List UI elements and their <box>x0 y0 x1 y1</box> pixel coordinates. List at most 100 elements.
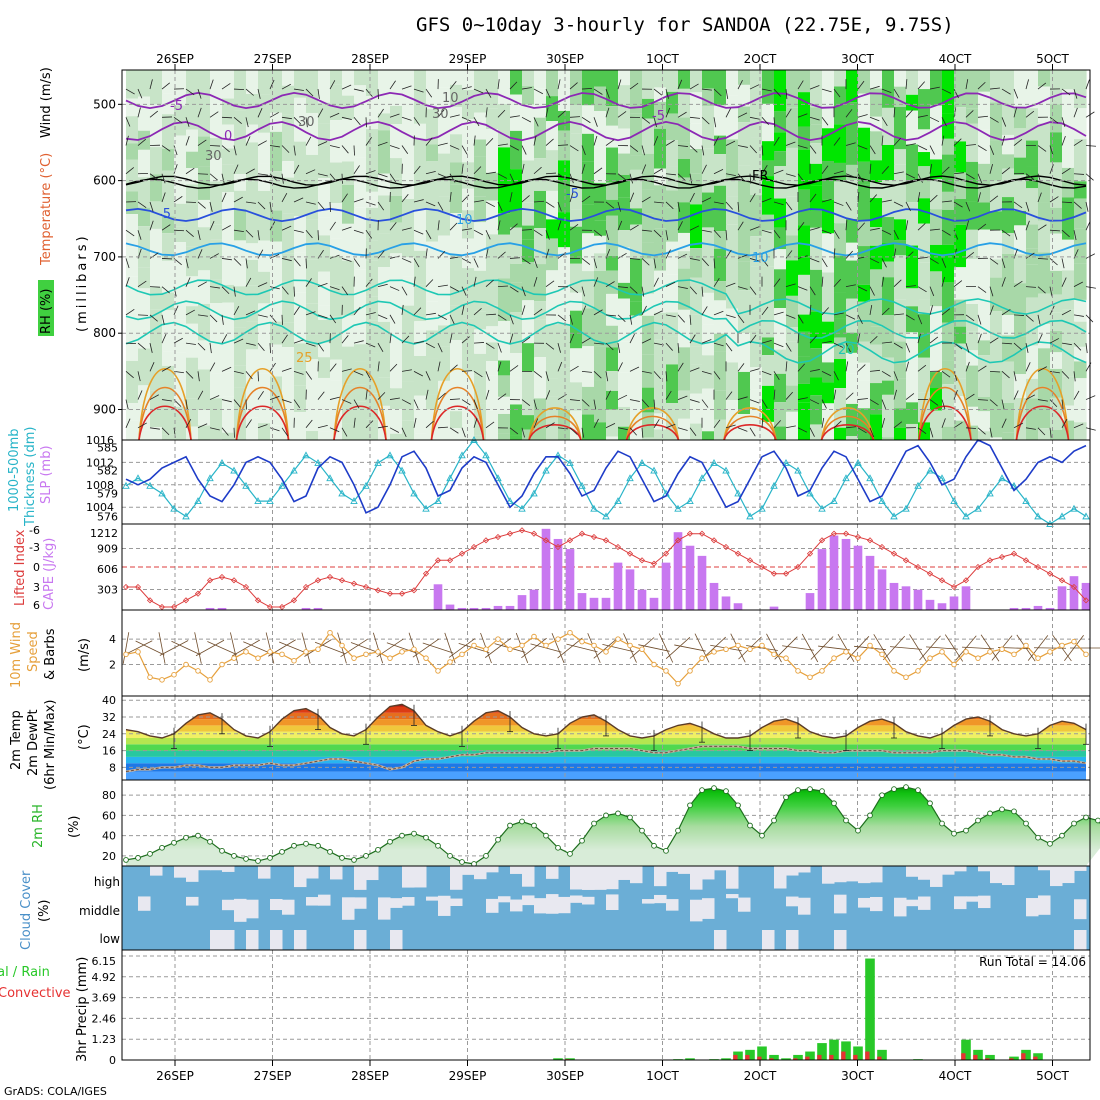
rh-cell <box>294 370 307 386</box>
wind-barb <box>437 314 448 320</box>
rh-cell <box>366 260 379 297</box>
wind-barb <box>521 399 531 407</box>
rh-point <box>939 820 945 827</box>
rh-cell <box>834 181 847 224</box>
temp-band <box>126 771 1086 780</box>
thickness-point <box>542 466 550 474</box>
rh-cell <box>990 211 1003 231</box>
wind-barb <box>137 88 143 99</box>
wind-barb <box>281 145 290 153</box>
rh-cell <box>390 330 403 357</box>
rh-tick: 80 <box>102 789 116 802</box>
rh-cell <box>594 314 607 347</box>
wind-barb <box>245 399 247 410</box>
rh-cell <box>762 355 775 386</box>
rh-cell <box>330 316 343 360</box>
rh-cell <box>786 341 799 386</box>
rh-cell <box>498 213 511 235</box>
wind-barb <box>893 371 899 381</box>
thickness-point <box>986 489 994 497</box>
wind-barb <box>569 224 579 231</box>
cape-tick: 909 <box>97 543 118 556</box>
wind-barb <box>677 343 680 354</box>
wind-barb <box>869 145 876 155</box>
wind-barb <box>1001 342 1013 345</box>
rh-cell <box>438 346 451 381</box>
wind-barb <box>389 286 400 291</box>
cape-bar <box>505 605 515 610</box>
wind-barb <box>377 283 388 288</box>
wind-barb <box>881 341 892 344</box>
rh-cell <box>450 428 463 440</box>
wind-barb <box>689 367 700 372</box>
wind-barb <box>809 399 820 405</box>
wind-barb <box>665 140 675 146</box>
rh-cell <box>522 429 535 440</box>
wind-barb <box>701 164 707 174</box>
wind-barb <box>173 229 185 232</box>
rh-cell <box>258 240 271 272</box>
cloud-gap-high <box>294 866 307 888</box>
rh-cell <box>666 364 679 404</box>
rh-cell <box>222 148 235 165</box>
cloud-gap-high <box>858 866 871 884</box>
wind10-barb <box>159 640 189 656</box>
rh-cell <box>570 149 583 170</box>
wind-barb <box>353 340 364 344</box>
surface-isotherm <box>528 415 582 441</box>
wind-barb <box>737 201 740 212</box>
wind-barb <box>1037 145 1047 152</box>
rh-cell <box>666 274 679 313</box>
wind-barb <box>989 337 999 344</box>
wind-barb <box>941 308 951 316</box>
li-point <box>146 597 154 604</box>
rh-cell <box>354 293 367 329</box>
rh-cell <box>282 70 295 86</box>
wind-barb <box>593 371 602 379</box>
wind-barb <box>269 201 272 212</box>
contour-label: -5 <box>170 99 183 114</box>
cloud-gap-middle <box>738 897 751 912</box>
rh-cell <box>642 387 655 413</box>
rh-cell <box>366 129 379 171</box>
thickness-point <box>686 497 694 505</box>
wind10-barb <box>123 640 153 656</box>
precip-conv-bar <box>1009 1058 1014 1060</box>
ylabel-total-rain: tal / Rain <box>0 965 50 980</box>
cloud-level-low: low <box>100 932 121 946</box>
wind10-point <box>219 661 225 668</box>
rh-cell <box>450 340 463 382</box>
rh-cell <box>1002 168 1015 198</box>
wind-barb <box>965 110 974 118</box>
wind-barb <box>833 229 840 239</box>
wind-barb <box>461 194 470 203</box>
cape-bar <box>445 604 455 610</box>
precip-conv-bar <box>877 1056 882 1060</box>
rh-cell <box>282 253 295 282</box>
wind-barb <box>125 399 129 410</box>
rh-cell <box>990 370 1003 402</box>
wind-barb <box>257 108 263 118</box>
wind-barb <box>353 258 361 267</box>
rh-cell <box>966 123 979 162</box>
rh-cell <box>1014 108 1027 129</box>
thickness-point <box>1082 512 1090 520</box>
rh-cell <box>390 313 403 331</box>
wind-barb <box>641 258 650 266</box>
rh-cell <box>210 335 223 374</box>
wind-barb <box>725 173 736 177</box>
wind-barb <box>641 229 652 232</box>
thickness-point <box>1010 481 1018 489</box>
contour-label: 20 <box>838 343 855 358</box>
rh-cell <box>642 153 655 190</box>
wind-barb <box>521 258 531 265</box>
wind-barb <box>761 399 768 409</box>
wind-barb <box>989 163 993 174</box>
rh-tick: 60 <box>102 809 116 822</box>
wind-barb <box>1073 139 1083 146</box>
wind10-point <box>663 668 669 674</box>
thickness-point <box>962 512 970 520</box>
wind-barb <box>329 396 340 400</box>
top-date-2OCT: 2OCT <box>744 52 777 66</box>
wind-barb <box>1001 88 1011 95</box>
